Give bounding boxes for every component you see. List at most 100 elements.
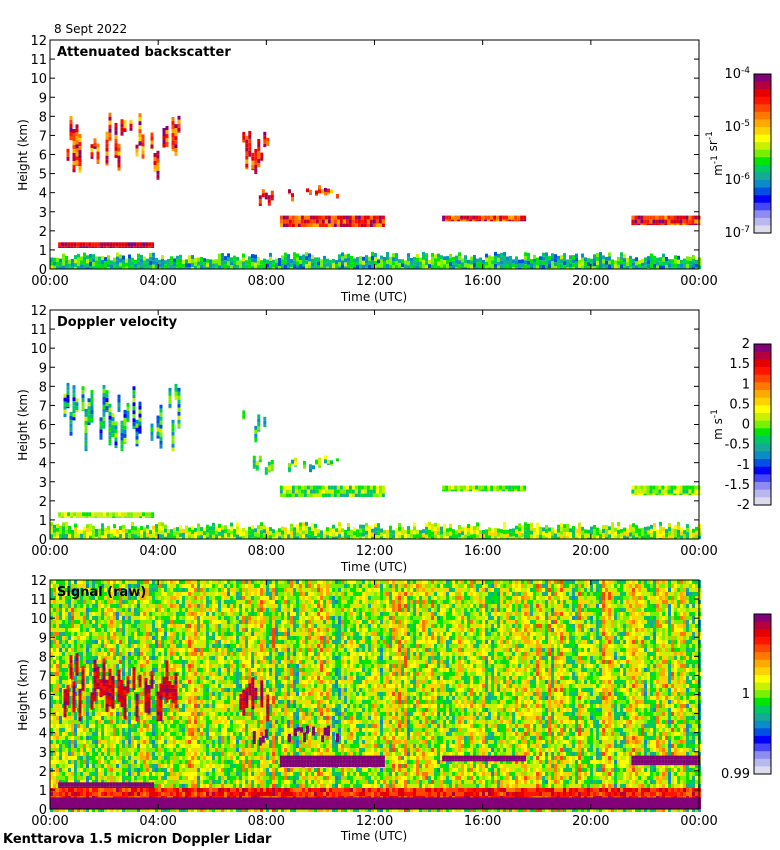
heatmap-cell	[676, 219, 680, 224]
heatmap-cell	[119, 752, 122, 756]
heatmap-cell	[70, 512, 74, 517]
heatmap-cell	[77, 644, 80, 648]
heatmap-cell	[130, 246, 134, 248]
heatmap-cell	[378, 223, 382, 227]
heatmap-cell	[309, 193, 312, 195]
heatmap-cell	[332, 528, 335, 533]
heatmap-cell	[80, 636, 83, 640]
heatmap-cell	[542, 527, 545, 532]
heatmap-cell	[56, 608, 59, 612]
heatmap-cell	[677, 533, 680, 538]
heatmap-cell	[288, 219, 292, 224]
heatmap-cell	[339, 493, 343, 497]
heatmap-cell	[500, 256, 503, 261]
heatmap-cell	[605, 532, 608, 537]
heatmap-cell	[59, 660, 62, 664]
heatmap-cell	[56, 692, 59, 696]
heatmap-cell	[104, 592, 107, 596]
heatmap-cell	[145, 516, 149, 518]
heatmap-cell	[143, 584, 146, 588]
heatmap-cell	[126, 406, 130, 411]
heatmap-cell	[252, 463, 256, 468]
heatmap-cell	[113, 760, 116, 764]
heatmap-cell	[86, 644, 89, 648]
heatmap-cell	[113, 720, 116, 724]
heatmap-cell	[494, 263, 497, 268]
heatmap-cell	[254, 254, 257, 259]
heatmap-cell	[457, 215, 461, 220]
heatmap-cell	[296, 265, 299, 269]
heatmap-cell	[129, 123, 133, 128]
heatmap-cell	[83, 692, 86, 696]
heatmap-cell	[128, 258, 131, 263]
heatmap-cell	[134, 608, 137, 612]
heatmap-cell	[487, 489, 491, 492]
heatmap-cell	[128, 752, 131, 756]
heatmap-cell	[324, 215, 328, 220]
heatmap-cell	[86, 255, 89, 260]
heatmap-cell	[65, 808, 68, 812]
heatmap-cell	[95, 656, 98, 660]
heatmap-cell	[122, 628, 125, 632]
heatmap-cell	[93, 146, 97, 149]
heatmap-cell	[131, 760, 134, 764]
heatmap-cell	[368, 533, 371, 538]
heatmap-cell	[314, 257, 317, 262]
heatmap-cell	[404, 264, 407, 269]
heatmap-cell	[132, 398, 136, 403]
heatmap-cell	[152, 756, 155, 760]
heatmap-cell	[617, 534, 620, 538]
heatmap-cell	[164, 524, 167, 529]
heatmap-cell	[92, 748, 95, 752]
heatmap-cell	[119, 628, 122, 632]
heatmap-cell	[71, 652, 74, 656]
heatmap-cell	[104, 612, 107, 616]
heatmap-cell	[59, 632, 62, 636]
heatmap-cell	[104, 616, 107, 620]
y-tick-label: 9	[39, 91, 47, 106]
heatmap-cell	[53, 672, 56, 676]
heatmap-cell	[251, 168, 255, 171]
heatmap-cell	[82, 512, 86, 517]
heatmap-cell	[112, 242, 116, 247]
heatmap-cell	[89, 588, 92, 592]
heatmap-cell	[77, 640, 80, 644]
heatmap-cell	[512, 267, 515, 269]
heatmap-cell	[679, 219, 683, 224]
heatmap-cell	[605, 264, 608, 269]
heatmap-cell	[155, 524, 158, 529]
heatmap-cell	[110, 260, 113, 265]
heatmap-cell	[185, 537, 188, 539]
heatmap-cell	[670, 215, 674, 220]
heatmap-cell	[80, 592, 83, 596]
heatmap-cell	[68, 584, 71, 588]
heatmap-cell	[119, 776, 122, 780]
heatmap-cell	[266, 259, 269, 264]
heatmap-cell	[119, 526, 122, 531]
heatmap-cell	[50, 728, 53, 732]
heatmap-cell	[146, 612, 149, 616]
heatmap-cell	[123, 124, 127, 129]
heatmap-cell	[71, 620, 74, 624]
heatmap-cell	[137, 584, 140, 588]
colorbar-segment	[754, 202, 771, 211]
heatmap-cell	[68, 624, 71, 628]
heatmap-cell	[647, 526, 650, 531]
heatmap-cell	[257, 533, 260, 538]
heatmap-cell	[136, 516, 140, 518]
heatmap-cell	[248, 146, 252, 151]
heatmap-cell	[174, 132, 178, 137]
heatmap-cell	[395, 261, 398, 265]
heatmap-cell	[321, 493, 325, 497]
heatmap-cell	[131, 724, 134, 728]
heatmap-cell	[523, 219, 527, 222]
heatmap-cell	[56, 535, 59, 539]
heatmap-cell	[50, 526, 53, 531]
heatmap-cell	[443, 260, 446, 265]
heatmap-cell	[125, 584, 128, 588]
heatmap-cell	[177, 387, 181, 392]
heatmap-cell	[89, 760, 92, 764]
heatmap-cell	[569, 263, 572, 268]
heatmap-cell	[245, 163, 249, 168]
heatmap-cell	[578, 259, 581, 264]
